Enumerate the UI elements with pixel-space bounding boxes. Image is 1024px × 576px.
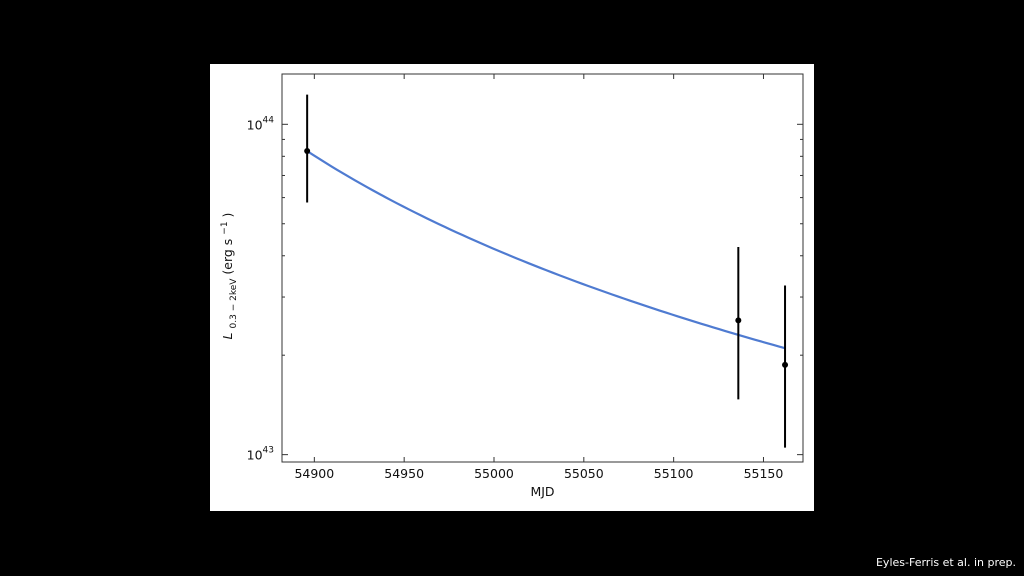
- citation-caption: Eyles-Ferris et al. in prep.: [875, 556, 1016, 569]
- x-tick-label: 54950: [384, 466, 424, 481]
- y-axis-label-symbol: L: [220, 332, 235, 339]
- x-tick-label: 54900: [294, 466, 334, 481]
- data-point: [782, 361, 789, 368]
- x-axis-label: MJD: [530, 484, 554, 499]
- y-axis-label-units-end: ): [220, 213, 235, 218]
- y-axis-label-subscript: 0.3 − 2keV: [229, 278, 239, 329]
- x-tick-label: 55150: [744, 466, 784, 481]
- model-curve: [306, 150, 786, 350]
- data-point: [304, 148, 311, 155]
- plot-panel: 54900 54950 55000 55050 55100 55150 1043 1044 M…: [210, 64, 814, 511]
- y-tick-label: 1043: [247, 446, 274, 463]
- x-tick-label: 55100: [654, 466, 694, 481]
- y-tick-label: 1044: [247, 115, 275, 132]
- x-tick-label: 55050: [564, 466, 604, 481]
- y-axis-label: L 0.3 − 2keV (erg s −1 ): [215, 213, 239, 340]
- y-axis-label-units: (erg s: [220, 239, 235, 275]
- light-curve-chart: 54900 54950 55000 55050 55100 55150 1043 1044 M…: [215, 73, 804, 499]
- data-point: [735, 317, 742, 324]
- y-axis-label-units-exponent: −1: [220, 221, 230, 234]
- x-tick-label: 55000: [474, 466, 514, 481]
- axes-frame: [281, 73, 804, 463]
